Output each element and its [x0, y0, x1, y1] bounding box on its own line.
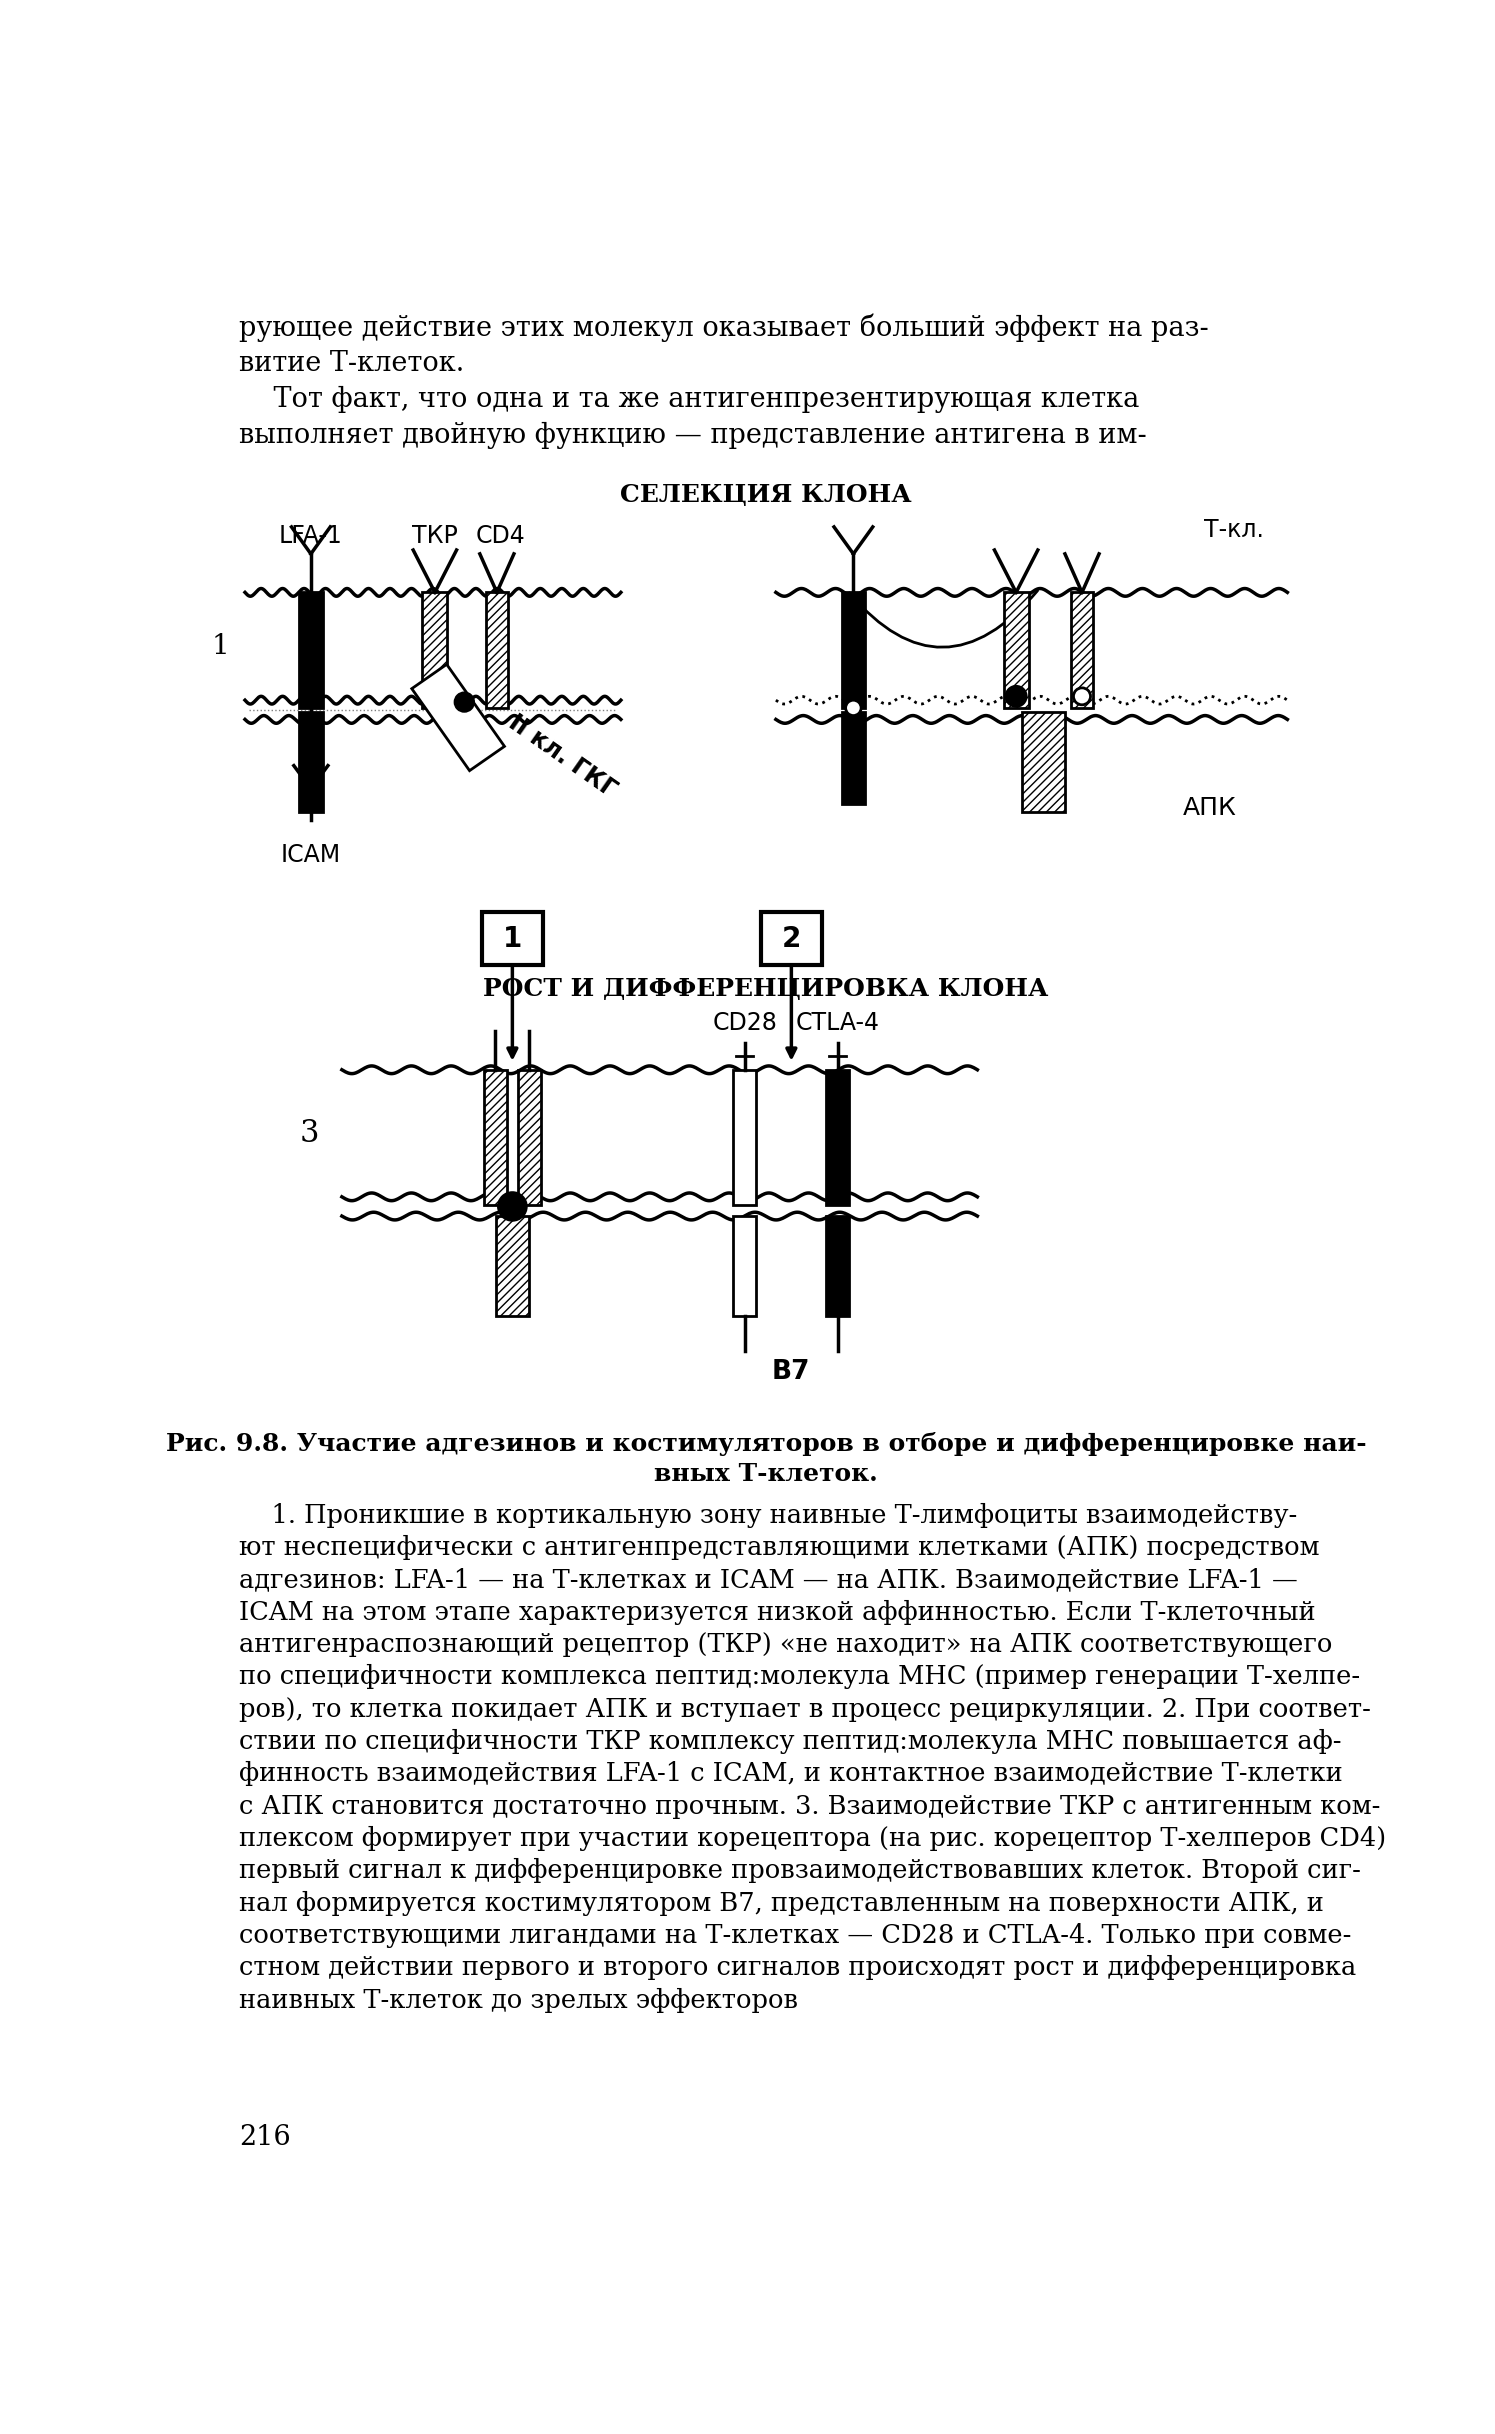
Text: соответствующими лигандами на Т-клетках — CD28 и CTLA-4. Только при совме-: соответствующими лигандами на Т-клетках … — [239, 1923, 1351, 1947]
Bar — [827, 1217, 849, 1317]
FancyBboxPatch shape — [481, 913, 543, 966]
Text: 1. Проникшие в кортикальную зону наивные Т-лимфоциты взаимодейству-: 1. Проникшие в кортикальную зону наивные… — [239, 1502, 1298, 1529]
Bar — [484, 1071, 507, 1205]
Bar — [299, 591, 323, 708]
Text: ров), то клетка покидает АПК и вступает в процесс рециркуляции. 2. При соответ-: ров), то клетка покидает АПК и вступает … — [239, 1696, 1371, 1721]
Polygon shape — [411, 664, 504, 772]
Text: выполняет двойную функцию — представление антигена в им-: выполняет двойную функцию — представлени… — [239, 421, 1147, 450]
Bar — [733, 1071, 756, 1205]
Text: наивных Т-клеток до зрелых эффекторов: наивных Т-клеток до зрелых эффекторов — [239, 1989, 798, 2013]
Text: стном действии первого и второго сигналов происходят рост и дифференцировка: стном действии первого и второго сигнало… — [239, 1955, 1356, 1981]
Bar — [842, 711, 866, 803]
Bar — [299, 711, 323, 813]
Text: рующее действие этих молекул оказывает больший эффект на раз-: рующее действие этих молекул оказывает б… — [239, 314, 1208, 343]
FancyBboxPatch shape — [761, 913, 822, 966]
Text: 2: 2 — [782, 925, 801, 952]
Text: РОСТ И ДИФФЕРЕНЦИРОВКА КЛОНА: РОСТ И ДИФФЕРЕНЦИРОВКА КЛОНА — [483, 978, 1049, 1000]
Text: ICAM: ICAM — [281, 842, 341, 867]
Circle shape — [498, 1193, 526, 1219]
Bar — [486, 591, 508, 708]
Text: АПК: АПК — [1183, 796, 1236, 820]
Text: ICAM на этом этапе характеризуется низкой аффинностью. Если Т-клеточный: ICAM на этом этапе характеризуется низко… — [239, 1599, 1316, 1623]
Text: II кл. ГКГ: II кл. ГКГ — [505, 711, 622, 801]
Text: нал формируется костимулятором В7, представленным на поверхности АПК, и: нал формируется костимулятором В7, предс… — [239, 1891, 1323, 1916]
Bar — [1070, 591, 1093, 708]
Text: Тот факт, что одна и та же антигенпрезентирующая клетка: Тот факт, что одна и та же антигенпрезен… — [239, 387, 1139, 414]
Text: первый сигнал к дифференцировке провзаимодействовавших клеток. Второй сиг-: первый сигнал к дифференцировке провзаим… — [239, 1857, 1360, 1884]
Circle shape — [1006, 686, 1026, 706]
Bar — [842, 591, 866, 708]
Text: витие Т-клеток.: витие Т-клеток. — [239, 350, 463, 377]
Text: CD28: CD28 — [713, 1010, 777, 1034]
Text: CTLA-4: CTLA-4 — [795, 1010, 881, 1034]
Bar — [517, 1071, 541, 1205]
Bar — [733, 1217, 756, 1317]
Circle shape — [846, 701, 861, 716]
Text: с АПК становится достаточно прочным. 3. Взаимодействие ТКР с антигенным ком-: с АПК становится достаточно прочным. 3. … — [239, 1794, 1380, 1818]
Text: 1: 1 — [502, 925, 522, 952]
Text: 3: 3 — [299, 1117, 318, 1149]
Bar — [1003, 591, 1029, 708]
Text: финность взаимодействия LFA-1 с ICAM, и контактное взаимодействие Т-клетки: финность взаимодействия LFA-1 с ICAM, и … — [239, 1762, 1343, 1787]
Text: плексом формирует при участии корецептора (на рис. корецептор Т-хелперов CD4): плексом формирует при участии корецептор… — [239, 1826, 1386, 1850]
Text: по специфичности комплекса пептид:молекула МНС (пример генерации Т-хелпе-: по специфичности комплекса пептид:молеку… — [239, 1665, 1360, 1689]
Text: СЕЛЕКЦИЯ КЛОНА: СЕЛЕКЦИЯ КЛОНА — [620, 482, 912, 506]
Text: 1: 1 — [212, 633, 230, 660]
Circle shape — [454, 694, 474, 711]
Circle shape — [1073, 689, 1090, 706]
Text: CD4: CD4 — [475, 523, 526, 548]
Text: адгезинов: LFA-1 — на Т-клетках и ICAM — на АПК. Взаимодействие LFA-1 —: адгезинов: LFA-1 — на Т-клетках и ICAM —… — [239, 1567, 1298, 1592]
Bar — [827, 1071, 849, 1205]
Text: В7: В7 — [771, 1358, 810, 1385]
Text: LFA-1: LFA-1 — [280, 523, 342, 548]
Text: ют неспецифически с антигенпредставляющими клетками (АПК) посредством: ют неспецифически с антигенпредставляющи… — [239, 1536, 1319, 1560]
Text: антигенраспознающий рецептор (ТКР) «не находит» на АПК соответствующего: антигенраспознающий рецептор (ТКР) «не н… — [239, 1631, 1332, 1658]
Text: ствии по специфичности ТКР комплексу пептид:молекула МНС повышается аф-: ствии по специфичности ТКР комплексу пеп… — [239, 1728, 1341, 1755]
Text: Рис. 9.8. Участие адгезинов и костимуляторов в отборе и дифференцировке наи-: Рис. 9.8. Участие адгезинов и костимулят… — [166, 1431, 1366, 1456]
Bar — [423, 591, 447, 708]
Text: вных Т-клеток.: вных Т-клеток. — [655, 1463, 878, 1487]
Text: 216: 216 — [239, 2125, 290, 2152]
Bar — [1023, 711, 1064, 813]
Text: ТКР: ТКР — [413, 523, 457, 548]
Text: Т-кл.: Т-кл. — [1205, 518, 1265, 543]
Bar — [496, 1217, 529, 1317]
